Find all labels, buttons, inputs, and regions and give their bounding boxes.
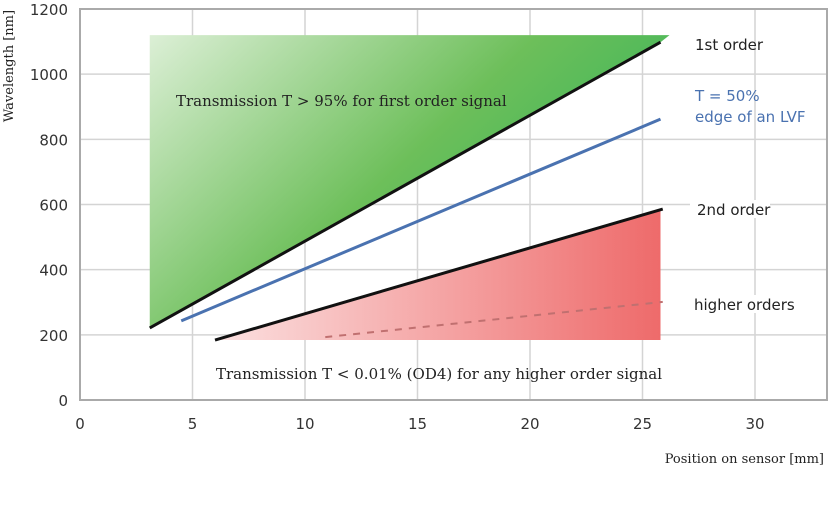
- series-line-1st: [149, 40, 662, 330]
- x-tick-label: 5: [188, 415, 198, 433]
- label-1st-order: 1st order: [695, 36, 764, 54]
- y-tick-label: 400: [39, 262, 68, 280]
- x-tick-label: 0: [75, 415, 85, 433]
- y-axis-label: Wavelength [nm]: [2, 10, 17, 122]
- x-axis-label: Position on sensor [mm]: [665, 452, 824, 467]
- x-tick-label: 10: [295, 415, 314, 433]
- x-tick-label: 15: [408, 415, 427, 433]
- y-tick-label: 200: [39, 327, 68, 345]
- y-tick-label: 0: [58, 392, 68, 410]
- label-bg: [690, 200, 770, 218]
- label-t50-line1: T = 50%: [694, 87, 760, 105]
- series-line-2nd: [214, 207, 664, 342]
- label-higher-orders: higher orders: [694, 296, 795, 314]
- series-line-t: [180, 117, 662, 323]
- x-tick-label: 30: [745, 415, 764, 433]
- annotation-green: Transmission T > 95% for first order sig…: [176, 92, 507, 110]
- y-tick-label: 1000: [30, 66, 68, 84]
- x-tick-label: 25: [633, 415, 652, 433]
- y-tick-label: 1200: [30, 1, 68, 19]
- annotation-red: Transmission T < 0.01% (OD4) for any hig…: [216, 365, 662, 383]
- label-2nd-order: 2nd order: [697, 201, 771, 219]
- ticks: 0 5 10 15 20 25 30 0 200 400 600 800 1000 1200: [30, 1, 765, 433]
- y-tick-label: 800: [39, 131, 68, 149]
- x-tick-label: 20: [520, 415, 539, 433]
- plot-frame: [79, 8, 828, 401]
- series-line-higher: [325, 300, 663, 339]
- label-t50-line2: edge of an LVF: [695, 108, 806, 126]
- label-bg: [690, 295, 795, 313]
- series-lines: [149, 40, 664, 342]
- y-tick-label: 600: [39, 197, 68, 215]
